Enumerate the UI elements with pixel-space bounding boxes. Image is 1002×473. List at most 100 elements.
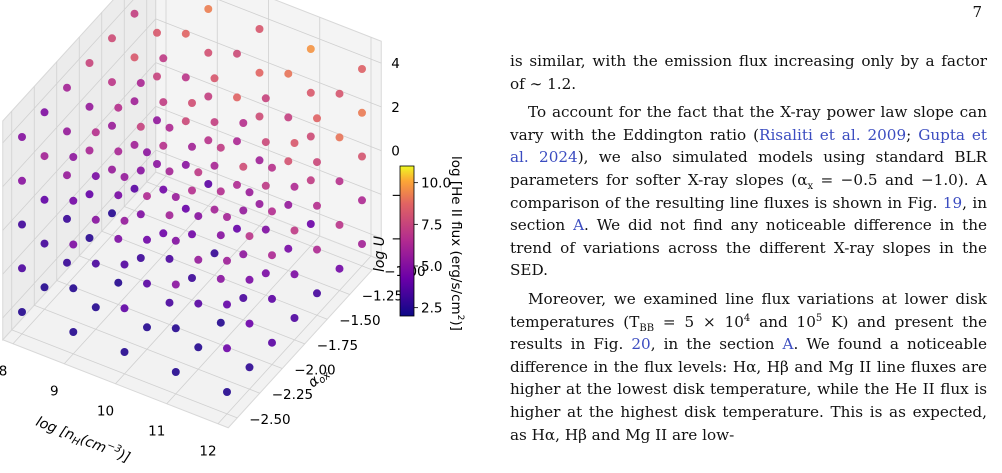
- colorbar-tick-label: 5.0: [421, 259, 442, 275]
- data-point: [335, 133, 344, 142]
- grid-z-left: [2, 18, 157, 187]
- data-point: [153, 72, 161, 81]
- data-point: [188, 186, 196, 195]
- data-point: [204, 5, 213, 13]
- data-point: [136, 210, 145, 219]
- citation-risaliti[interactable]: Risaliti et al. 2009: [759, 125, 907, 144]
- data-point: [181, 73, 190, 82]
- data-point: [171, 280, 180, 289]
- data-point: [91, 259, 100, 268]
- data-point: [114, 278, 123, 287]
- data-point: [210, 205, 219, 214]
- z-tick-label: 2: [391, 100, 400, 116]
- data-point: [261, 269, 270, 278]
- data-point: [313, 114, 321, 123]
- data-point: [239, 162, 248, 171]
- colorbar-tick-label: 10.0: [421, 176, 451, 192]
- data-point: [143, 148, 151, 157]
- figure-ref-19[interactable]: 19: [942, 193, 963, 212]
- data-point: [290, 226, 299, 235]
- paragraph-2: To account for the fact that the X-ray p…: [510, 103, 988, 280]
- paragraph-3: Moreover, we examined line flux variatio…: [510, 289, 988, 444]
- data-point: [165, 211, 174, 220]
- data-point: [239, 294, 248, 302]
- y-tick-label: −1.50: [339, 313, 380, 329]
- grid-z-back: [155, 149, 382, 239]
- data-point: [335, 177, 344, 186]
- y-tick-label: −1.25: [362, 289, 403, 305]
- figure-ref-20[interactable]: 20: [631, 335, 651, 354]
- data-point: [204, 180, 213, 188]
- data-point: [114, 147, 123, 156]
- data-point: [210, 74, 219, 83]
- data-point: [335, 89, 344, 98]
- data-point: [255, 156, 264, 165]
- data-point: [290, 182, 299, 191]
- figure-3d-scatter: 89101112−1.00−1.25−1.50−1.75−2.00−2.25−2…: [0, 0, 480, 473]
- data-point: [245, 232, 254, 241]
- data-point: [306, 88, 315, 97]
- data-point: [261, 181, 270, 190]
- grid-z-left: [2, 149, 157, 319]
- data-point: [335, 264, 344, 273]
- x-tick-label: 12: [199, 444, 216, 460]
- data-point: [120, 348, 129, 356]
- data-point: [136, 79, 145, 87]
- data-point: [18, 308, 26, 316]
- data-point: [223, 256, 231, 265]
- data-point: [91, 128, 100, 137]
- data-point: [358, 152, 366, 161]
- data-point: [159, 185, 168, 194]
- data-point: [130, 53, 139, 62]
- data-point: [40, 108, 49, 117]
- data-point: [130, 9, 139, 18]
- data-point: [284, 244, 293, 253]
- data-point: [223, 388, 231, 396]
- data-point: [153, 116, 161, 125]
- data-point: [210, 161, 219, 170]
- data-point: [313, 289, 321, 298]
- grid-lines: [2, 0, 382, 425]
- data-point: [233, 224, 241, 233]
- data-point: [216, 231, 225, 240]
- data-point: [210, 249, 219, 258]
- x-tick-label: 9: [50, 384, 59, 400]
- data-point: [306, 220, 315, 228]
- data-point: [284, 69, 293, 78]
- data-point: [233, 49, 241, 58]
- data-point: [204, 92, 213, 101]
- data-point: [69, 328, 78, 336]
- data-point: [268, 207, 276, 216]
- citation-gupta[interactable]: Gupta et al. 2024: [510, 125, 988, 167]
- data-point: [63, 83, 71, 92]
- data-point: [245, 363, 254, 372]
- data-point: [239, 206, 248, 215]
- section-ref-a[interactable]: A: [573, 216, 585, 235]
- data-point: [120, 260, 129, 269]
- data-point: [268, 294, 276, 303]
- data-point: [108, 121, 116, 130]
- data-point: [194, 299, 203, 308]
- data-point: [136, 122, 145, 131]
- y-tick-label: −2.25: [272, 387, 313, 403]
- colorbar: [399, 165, 415, 317]
- data-point: [313, 158, 321, 167]
- data-point: [69, 284, 78, 293]
- data-point: [120, 173, 129, 181]
- grid-y-floor: [11, 329, 238, 419]
- z-tick-label: 0: [391, 144, 400, 160]
- data-point: [194, 255, 203, 264]
- section-ref-a-2[interactable]: A: [782, 335, 794, 354]
- data-point: [63, 171, 71, 180]
- data-point: [91, 303, 100, 312]
- grid-z-back: [155, 18, 382, 108]
- data-point: [255, 200, 264, 208]
- data-point: [268, 338, 276, 347]
- data-point: [181, 160, 190, 169]
- data-point: [188, 230, 196, 239]
- data-point: [153, 160, 161, 168]
- data-point: [153, 28, 161, 37]
- data-point: [290, 314, 299, 322]
- data-point: [261, 225, 270, 234]
- data-point: [284, 200, 293, 209]
